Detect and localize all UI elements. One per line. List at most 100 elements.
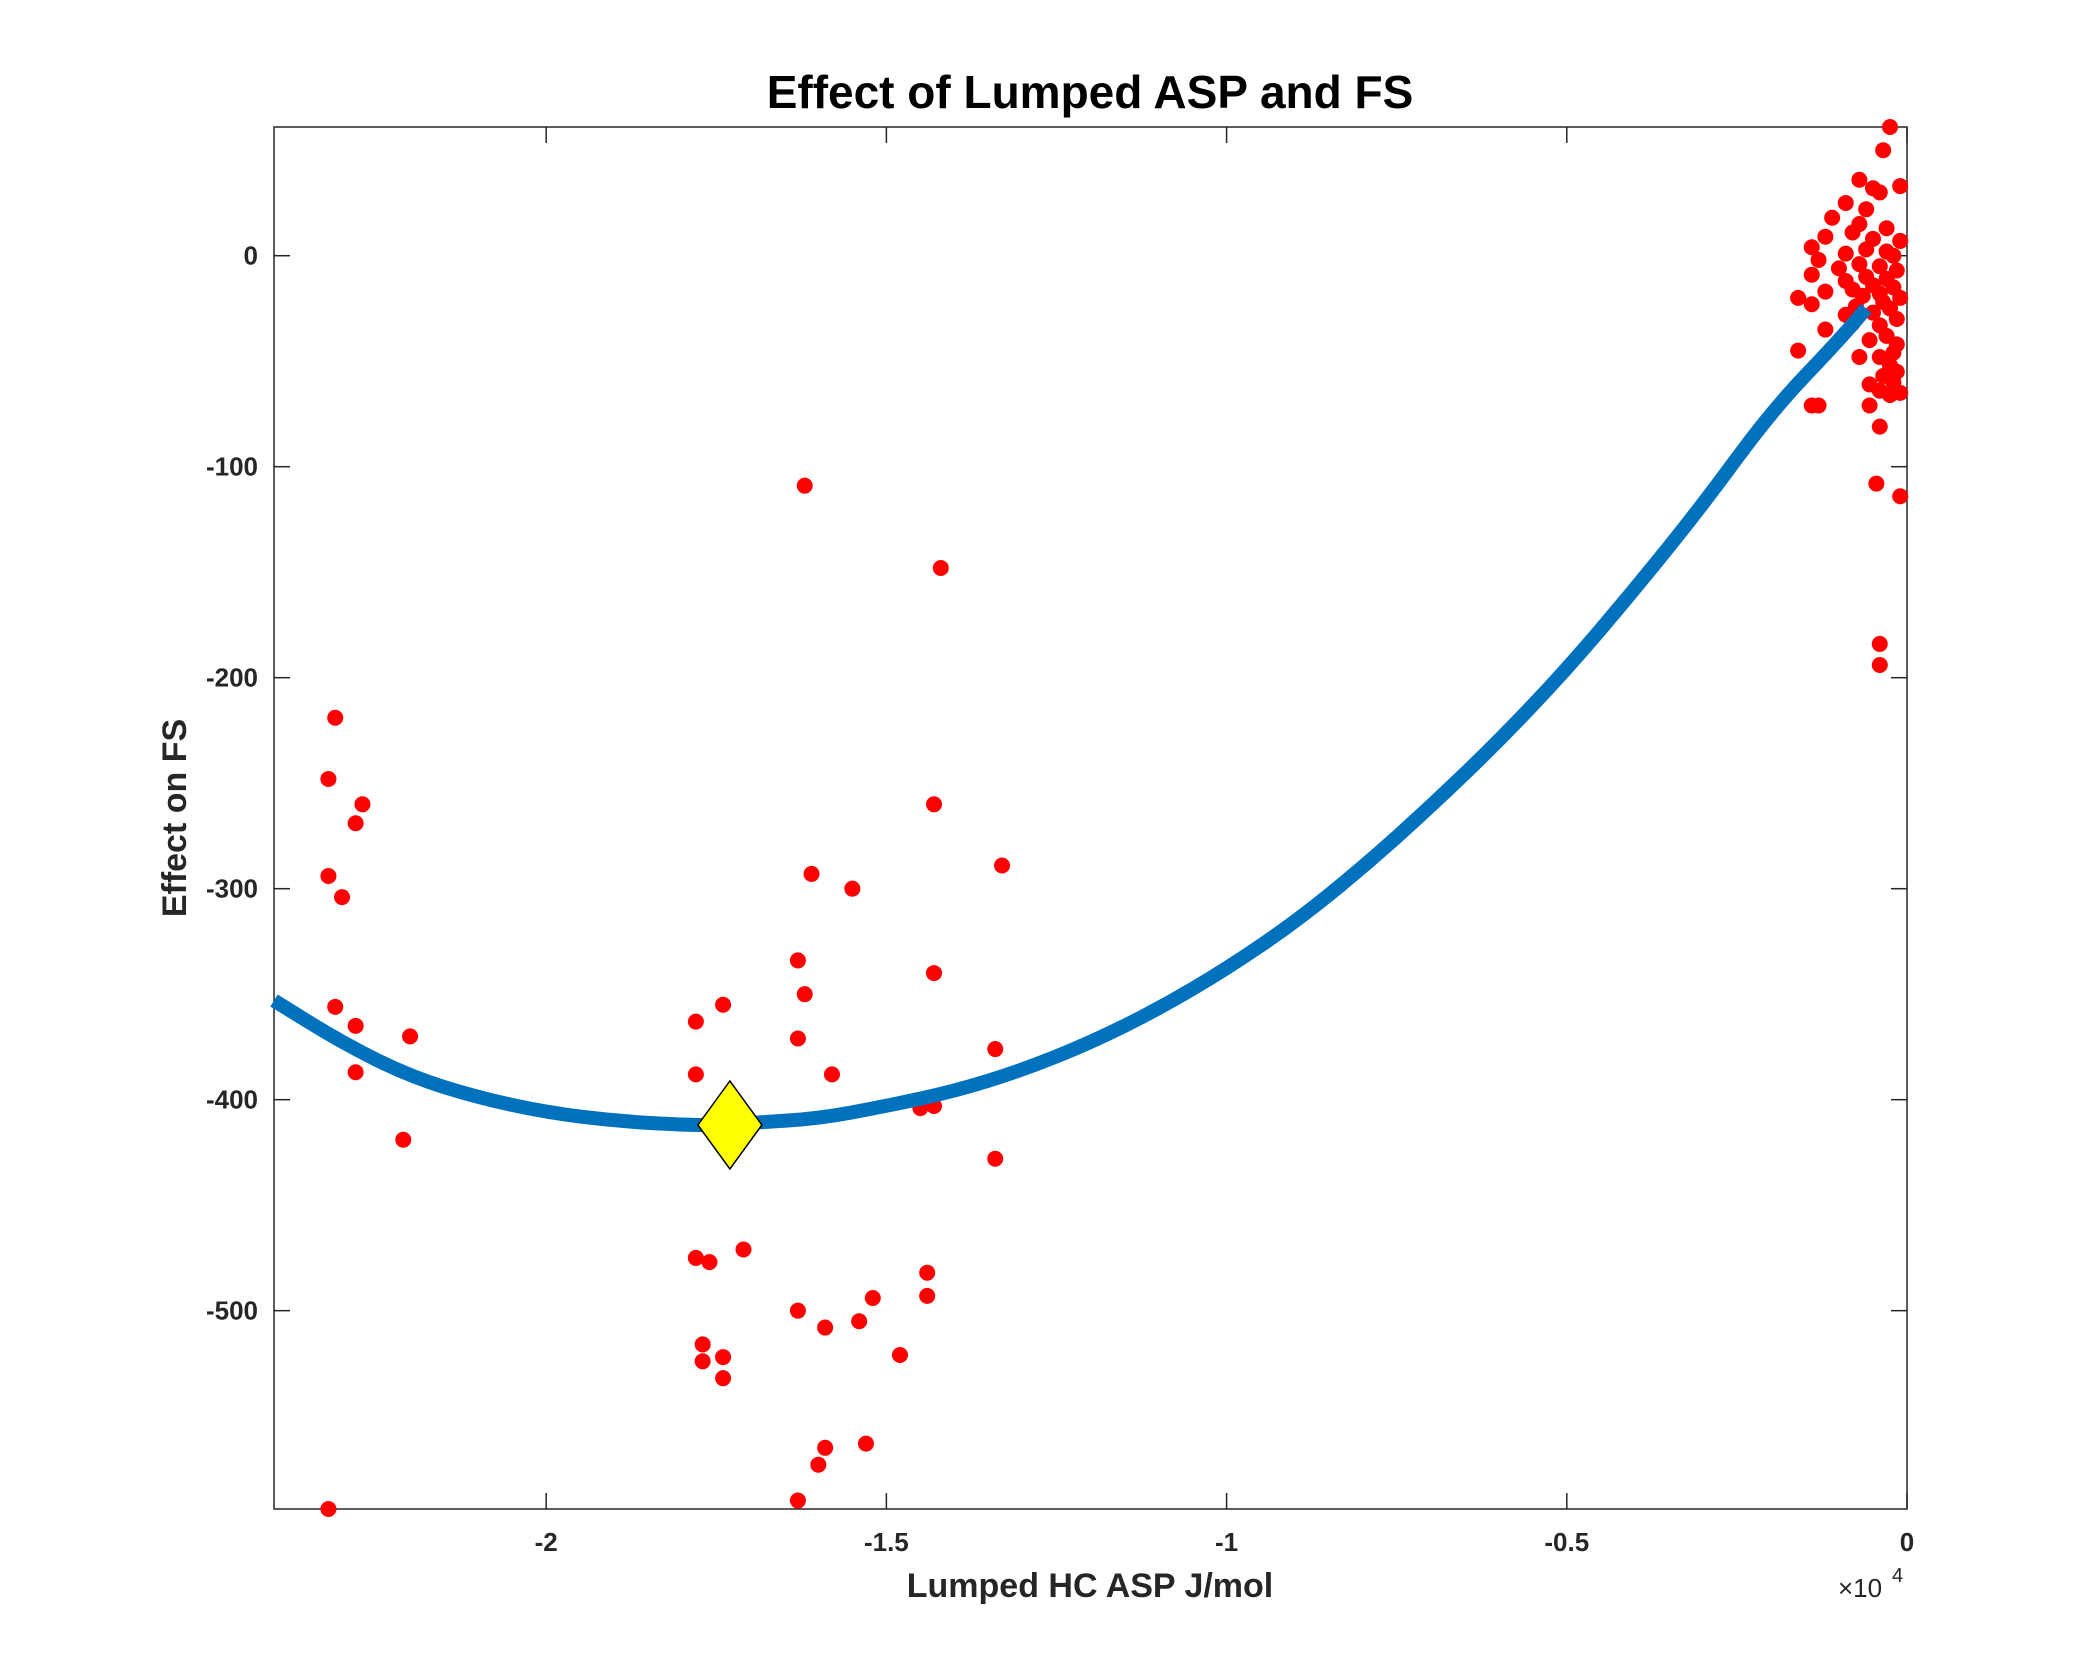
scatter-point [1885, 344, 1902, 361]
scatter-point [1790, 289, 1807, 306]
scatter-point [796, 477, 813, 494]
scatter-point [1824, 209, 1841, 226]
scatter-point [919, 1287, 936, 1304]
scatter-point [687, 1066, 704, 1083]
scatter-point [1871, 258, 1888, 275]
scatter-point [1871, 184, 1888, 201]
y-axis-label: Effect on FS [156, 719, 194, 917]
chart-title: Effect of Lumped ASP and FS [767, 66, 1414, 118]
scatter-point [844, 880, 861, 897]
scatter-point [1851, 171, 1868, 188]
scatter-point [1892, 488, 1909, 505]
scatter-point [1892, 289, 1909, 306]
y-tick-label: -200 [206, 663, 258, 693]
scatter-point [347, 1017, 364, 1034]
x-tick-label: -2 [535, 1527, 558, 1557]
scatter-point [817, 1319, 834, 1336]
scatter-point [1875, 142, 1892, 159]
scatter-point [687, 1013, 704, 1030]
scatter-point [1790, 342, 1807, 359]
scatter-point [701, 1254, 718, 1271]
scatter-point [715, 1349, 732, 1366]
scatter-point [327, 998, 344, 1015]
scatter-point [715, 1370, 732, 1387]
scatter-point [987, 1150, 1004, 1167]
scatter-point [1830, 260, 1847, 277]
scatter-point [994, 857, 1011, 874]
scatter-point [851, 1313, 868, 1330]
scatter-point [1861, 332, 1878, 349]
scatter-point [1817, 321, 1834, 338]
scatter-point [1844, 224, 1861, 241]
scatter-point [1837, 245, 1854, 262]
scatter-point [891, 1346, 908, 1363]
optimum-marker [696, 1079, 763, 1171]
y-tick-label: -100 [206, 452, 258, 482]
scatter-point [1861, 397, 1878, 414]
scatter-point [402, 1028, 419, 1045]
x-exponent-label: ×10 [1838, 1573, 1882, 1603]
y-tick-label: -300 [206, 874, 258, 904]
y-tick-label: 0 [244, 241, 258, 271]
scatter-point [1892, 178, 1909, 195]
scatter-point [810, 1456, 827, 1473]
plot-area [273, 126, 1908, 1510]
scatter-point [1871, 635, 1888, 652]
scatter-point [932, 559, 949, 576]
scatter-point [1817, 228, 1834, 245]
scatter-point [1868, 475, 1885, 492]
y-tick-label: -400 [206, 1085, 258, 1115]
scatter-point [1864, 304, 1881, 321]
scatter-point [987, 1041, 1004, 1058]
scatter-point [354, 796, 371, 813]
scatter-point [347, 1064, 364, 1081]
scatter-point [1878, 220, 1895, 237]
scatter-point [1858, 201, 1875, 218]
scatter-point [1810, 397, 1827, 414]
scatter-point [1892, 232, 1909, 249]
scatter-point [327, 709, 344, 726]
scatter-point [803, 865, 820, 882]
x-axis-label: Lumped HC ASP J/mol [907, 1567, 1274, 1605]
scatter-point [320, 770, 337, 787]
scatter-point [320, 868, 337, 885]
scatter-point [347, 815, 364, 832]
fit-curve [270, 303, 1872, 1132]
scatter-point [694, 1336, 711, 1353]
axis-ticks [274, 127, 1908, 1509]
scatter-point [919, 1264, 936, 1281]
x-exponent-power: 4 [1892, 1565, 1903, 1587]
scatter-point [715, 996, 732, 1013]
scatter-point [817, 1439, 834, 1456]
tick-labels: -2 -1.5 -1 -0.5 0 0 -100 -200 -300 -400 -500 [206, 241, 1914, 1557]
x-tick-label: -1 [1215, 1527, 1238, 1557]
scatter-point [1851, 348, 1868, 365]
scatter-point [789, 1030, 806, 1047]
scatter-point [1881, 119, 1898, 135]
scatter-point [1858, 241, 1875, 258]
scatter-point [1803, 266, 1820, 283]
scatter-point [1810, 251, 1827, 268]
scatter-point [789, 1492, 806, 1509]
scatter-point [735, 1241, 752, 1258]
scatter-point [694, 1353, 711, 1370]
x-tick-label: -0.5 [1544, 1527, 1589, 1557]
scatter-point [1803, 239, 1820, 256]
scatter-point [687, 1249, 704, 1266]
scatter-point [926, 796, 943, 813]
scatter-point [395, 1131, 412, 1148]
scatter-point [1888, 311, 1905, 328]
scatter-point [823, 1066, 840, 1083]
scatter-point [1817, 283, 1834, 300]
scatter-point [789, 952, 806, 969]
scatter-point [1871, 657, 1888, 674]
scatter-point [1851, 256, 1868, 273]
scatter-point [1803, 296, 1820, 313]
plot-content [270, 119, 1909, 1517]
x-tick-label: 0 [1900, 1527, 1914, 1557]
scatter-point [320, 1501, 337, 1517]
scatter-point [789, 1302, 806, 1319]
y-tick-label: -500 [206, 1296, 258, 1326]
scatter-point [1837, 194, 1854, 211]
